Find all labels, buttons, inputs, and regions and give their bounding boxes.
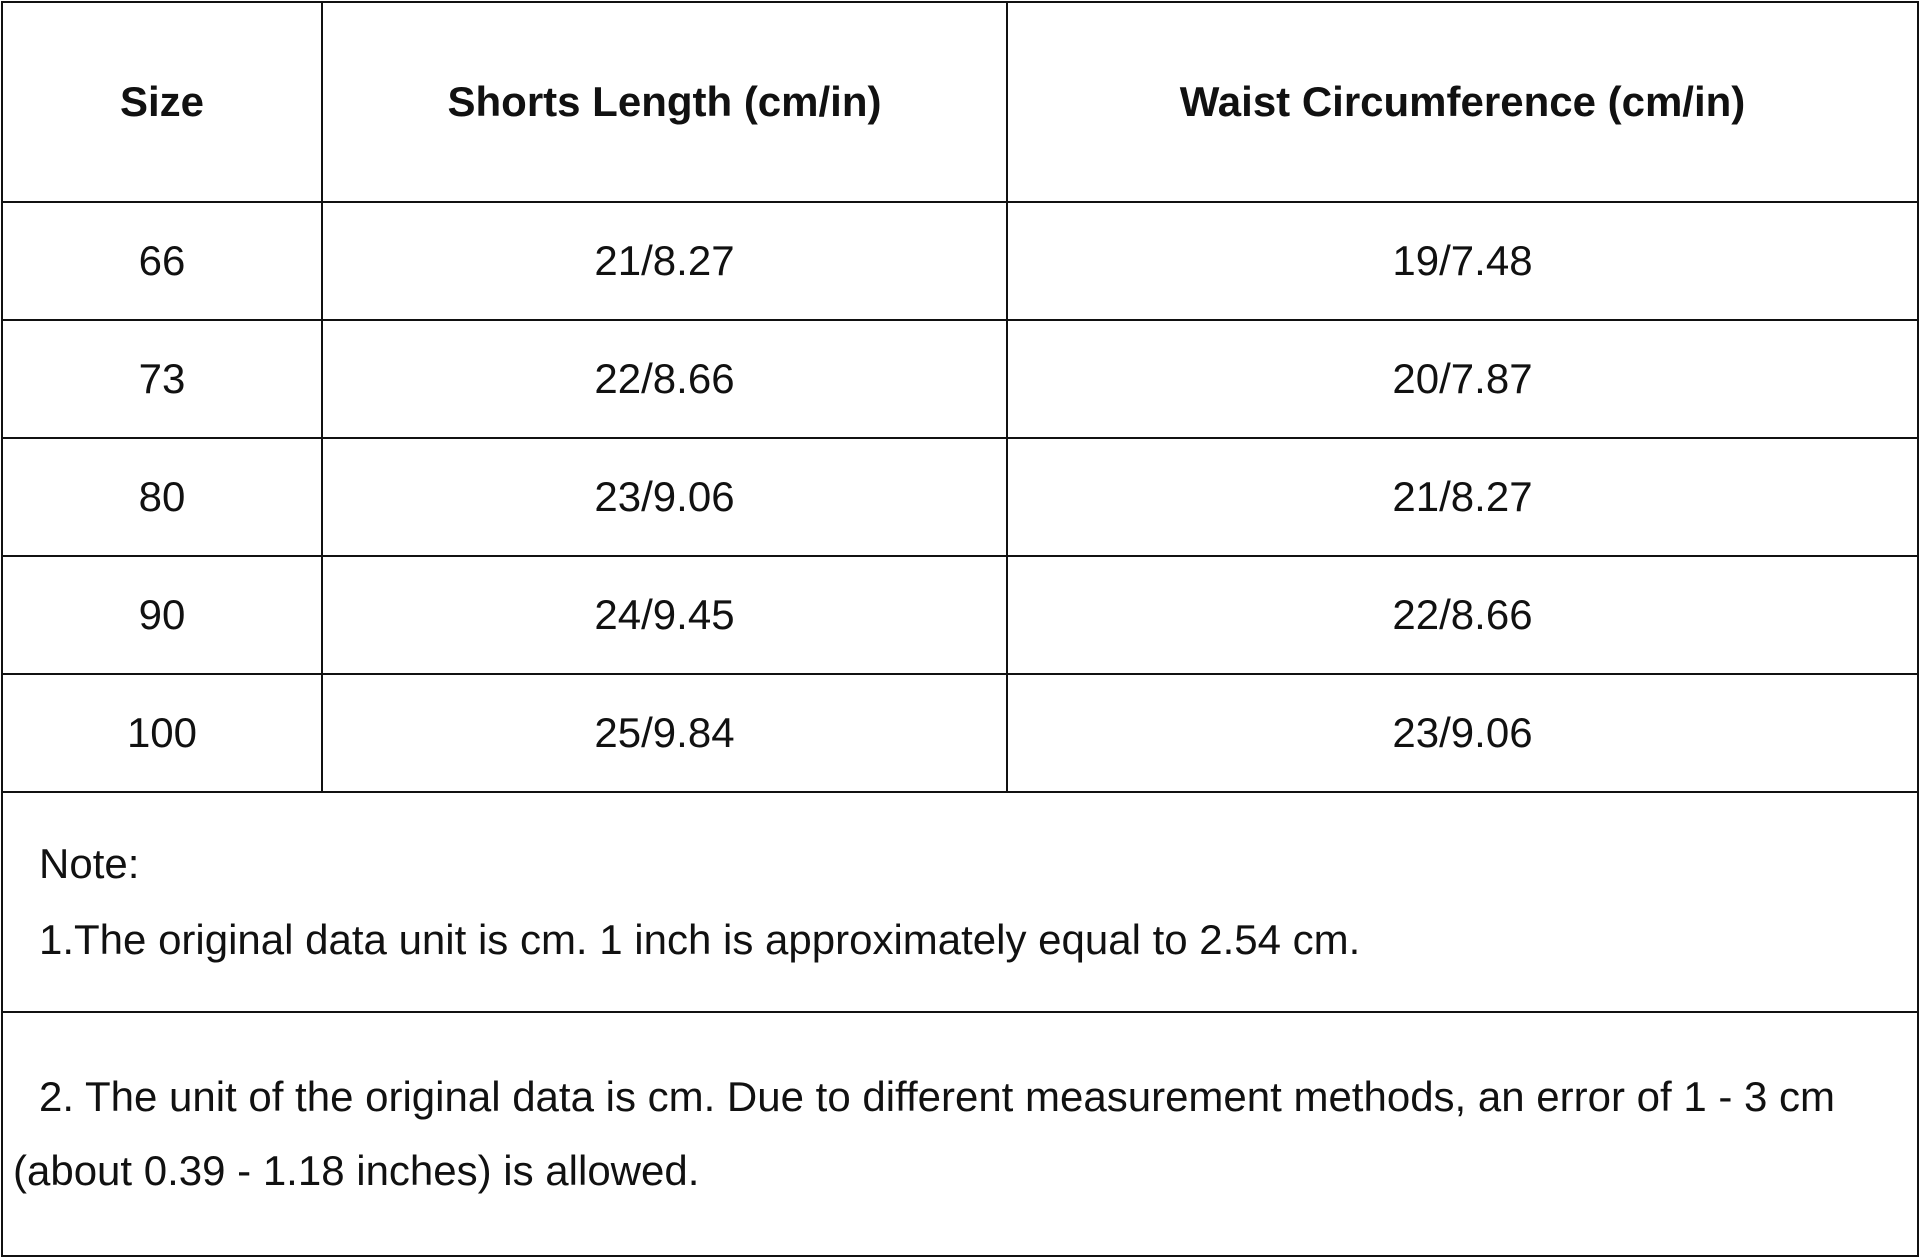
table-cell: 80 <box>1 437 323 557</box>
header-cell: Size <box>1 1 323 203</box>
table-row: 100 25/9.84 23/9.06 <box>1 673 1919 793</box>
table-cell: 19/7.48 <box>1006 201 1919 321</box>
header-cell: Waist Circumference (cm/in) <box>1006 1 1919 203</box>
note-title: Note: <box>39 840 140 887</box>
table-cell: 22/8.66 <box>1006 555 1919 675</box>
table-row: 73 22/8.66 20/7.87 <box>1 319 1919 439</box>
table-cell: 20/7.87 <box>1006 319 1919 439</box>
note-cell: 2. The unit of the original data is cm. … <box>1 1011 1919 1257</box>
table-row: 80 23/9.06 21/8.27 <box>1 437 1919 557</box>
table-cell: 100 <box>1 673 323 793</box>
header-row: Size Shorts Length (cm/in) Waist Circumfer… <box>1 1 1919 203</box>
table-cell: 21/8.27 <box>321 201 1008 321</box>
table-row: 90 24/9.45 22/8.66 <box>1 555 1919 675</box>
table-cell: 90 <box>1 555 323 675</box>
table-cell: 24/9.45 <box>321 555 1008 675</box>
table-row: 66 21/8.27 19/7.48 <box>1 201 1919 321</box>
note-row: Note: 1.The original data unit is cm. 1 i… <box>1 791 1919 1013</box>
table-cell: 21/8.27 <box>1006 437 1919 557</box>
table-cell: 66 <box>1 201 323 321</box>
header-cell: Shorts Length (cm/in) <box>321 1 1008 203</box>
table-cell: 22/8.66 <box>321 319 1008 439</box>
table-cell: 73 <box>1 319 323 439</box>
note-cell: Note: 1.The original data unit is cm. 1 i… <box>1 791 1919 1013</box>
table-cell: 23/9.06 <box>1006 673 1919 793</box>
note-item: 1.The original data unit is cm. 1 inch i… <box>39 916 1361 963</box>
table-cell: 23/9.06 <box>321 437 1008 557</box>
table-cell: 25/9.84 <box>321 673 1008 793</box>
note-row: 2. The unit of the original data is cm. … <box>1 1011 1919 1257</box>
